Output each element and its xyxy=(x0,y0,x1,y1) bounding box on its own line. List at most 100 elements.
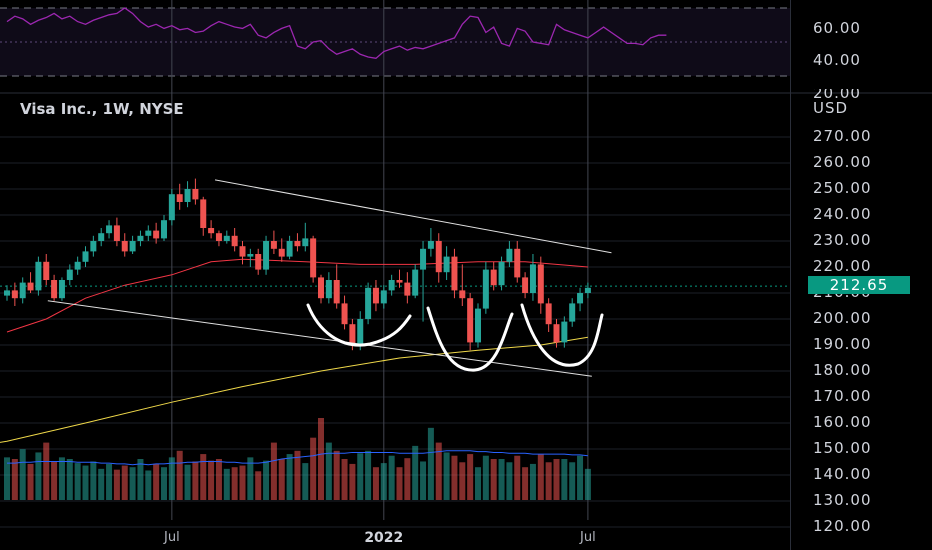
candle-body xyxy=(412,269,419,296)
volume-bar xyxy=(349,463,356,500)
price-unit: USD xyxy=(813,99,849,117)
candle-body xyxy=(545,303,552,325)
candle-body xyxy=(278,248,285,257)
candle-body xyxy=(176,194,183,202)
volume-bar xyxy=(11,459,18,500)
candle-body xyxy=(66,269,73,280)
volume-bar xyxy=(396,467,403,500)
candle-body xyxy=(584,287,591,293)
volume-bar xyxy=(553,459,560,500)
volume-bar xyxy=(443,452,450,500)
volume-bar xyxy=(333,450,340,500)
volume-bar xyxy=(459,462,466,500)
candle-body xyxy=(239,246,246,257)
volume-bar xyxy=(514,455,521,500)
volume-bar xyxy=(467,454,474,500)
volume-bar xyxy=(255,471,262,500)
volume-bar xyxy=(341,459,348,500)
volume-bar xyxy=(357,453,364,500)
candle-body xyxy=(529,264,536,293)
volume-bar xyxy=(98,468,105,500)
volume-bar xyxy=(365,450,372,500)
candle-body xyxy=(106,225,113,234)
volume-bar xyxy=(561,459,568,500)
volume-bar xyxy=(184,464,191,500)
hand-drawn-curve xyxy=(306,303,412,347)
volume-bar xyxy=(278,459,285,500)
volume-bar xyxy=(58,457,65,500)
volume-bar xyxy=(310,437,317,500)
price-tick-label: 260.00 xyxy=(813,153,872,171)
volume-bar xyxy=(529,463,536,500)
chart-title: Visa Inc., 1W, NYSE xyxy=(20,100,184,118)
volume-bar xyxy=(577,455,584,500)
candle-body xyxy=(380,290,387,304)
candle-body xyxy=(498,261,505,286)
price-tick-label: 130.00 xyxy=(813,491,872,509)
price-tick-label: 270.00 xyxy=(813,127,872,145)
candle-body xyxy=(349,324,356,345)
volume-bar xyxy=(318,418,324,500)
candle-body xyxy=(121,241,128,252)
price-tick-label: 250.00 xyxy=(813,179,872,197)
lower-trendline xyxy=(47,300,592,377)
candle-body xyxy=(553,324,560,343)
candle-body xyxy=(161,220,167,239)
candle-body xyxy=(223,235,230,241)
candle-body xyxy=(51,280,58,299)
volume-bar xyxy=(286,454,293,500)
candle-body xyxy=(98,233,105,241)
candle-body xyxy=(302,238,309,247)
candle-body xyxy=(427,241,434,249)
volume-bar xyxy=(247,457,254,500)
volume-bar xyxy=(404,458,411,500)
volume-bar xyxy=(522,467,529,500)
price-tick-label: 120.00 xyxy=(813,517,872,535)
volume-bar xyxy=(153,463,160,500)
candle-body xyxy=(333,280,340,304)
candle-body xyxy=(270,241,277,249)
rsi-tick-label: 60.00 xyxy=(813,19,861,37)
candle-body xyxy=(90,241,97,252)
candle-body xyxy=(184,189,191,202)
candle-body xyxy=(365,287,372,319)
volume-bar xyxy=(215,459,222,500)
candle-body xyxy=(435,241,442,273)
candle-body xyxy=(459,290,466,299)
hand-drawn-curve xyxy=(520,303,604,367)
volume-bar xyxy=(302,463,309,500)
volume-bar xyxy=(35,452,42,500)
candle-body xyxy=(208,228,215,234)
candle-body xyxy=(4,290,10,296)
candle-body xyxy=(482,269,489,309)
candle-body xyxy=(294,241,301,247)
candle-body xyxy=(43,261,50,280)
volume-bar xyxy=(475,467,481,500)
volume-bar xyxy=(51,461,58,500)
candle-body xyxy=(451,256,458,291)
volume-bar xyxy=(490,459,497,500)
volume-bar xyxy=(90,461,97,500)
volume-bar xyxy=(545,462,552,500)
volume-bar xyxy=(192,461,199,500)
rsi-line xyxy=(6,7,667,60)
volume-bar xyxy=(66,459,73,500)
candle-body xyxy=(522,277,529,293)
candle-body xyxy=(325,280,332,299)
price-tick-label: 180.00 xyxy=(813,361,872,379)
candle-body xyxy=(145,230,152,236)
candle-body xyxy=(35,261,42,291)
price-tick-label: 240.00 xyxy=(813,205,872,223)
time-tick-label: Jul xyxy=(580,530,596,545)
candle-body xyxy=(475,308,481,343)
volume-bar xyxy=(427,427,434,500)
candle-body xyxy=(129,241,136,252)
candle-body xyxy=(74,261,81,270)
volume-bar xyxy=(263,460,270,500)
volume-bar xyxy=(168,457,175,500)
volume-bar xyxy=(537,454,544,500)
candle-body xyxy=(537,264,544,304)
candle-body xyxy=(357,319,364,345)
